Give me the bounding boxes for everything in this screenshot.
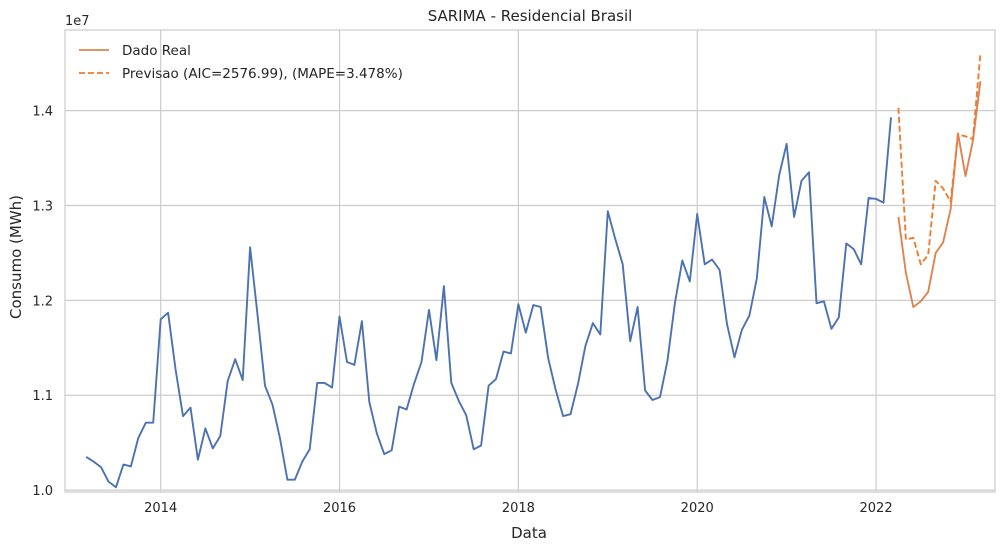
x-tick-label: 2014 [144, 501, 177, 516]
x-tick-label: 2016 [323, 501, 356, 516]
plot-border [64, 29, 996, 493]
y-tick-label: 1.4 [32, 105, 53, 120]
series-line-forecast [897, 53, 982, 266]
x-tick-label: 2018 [502, 501, 535, 516]
y-tick-label: 1.0 [32, 484, 53, 499]
series-lines [85, 53, 982, 489]
axes-frame [64, 29, 996, 493]
legend: Dado Real Previsao (AIC=2576.99), (MAPE=… [79, 43, 403, 82]
y-tick-label: 1.1 [32, 389, 53, 404]
y-axis-label: Consumo (MWh) [7, 195, 25, 319]
tick-labels: 2014 2016 2018 2020 2022 1.0 1.1 1.2 1.3 1.4 [32, 105, 892, 516]
x-tick-label: 2022 [860, 501, 893, 516]
y-tick-label: 1.2 [32, 294, 53, 309]
x-axis-label: Data [511, 524, 547, 542]
chart-title: SARIMA - Residencial Brasil [428, 7, 633, 25]
y-tick-label: 1.3 [32, 200, 53, 215]
y-scale-label: 1e7 [65, 14, 90, 29]
series-line-real [897, 81, 982, 308]
legend-label-real: Dado Real [122, 43, 191, 59]
legend-label-forecast: Previsao (AIC=2576.99), (MAPE=3.478%) [122, 66, 403, 82]
grid-lines [65, 30, 995, 492]
x-tick-label: 2020 [681, 501, 714, 516]
series-line-historical [85, 117, 892, 489]
